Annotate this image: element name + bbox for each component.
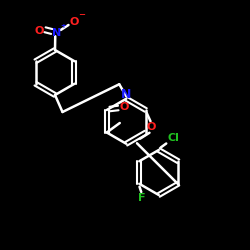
Text: +: + — [60, 23, 66, 29]
Text: −: − — [78, 10, 85, 20]
Text: F: F — [138, 193, 145, 203]
Text: Cl: Cl — [168, 133, 180, 143]
Text: O: O — [34, 26, 44, 36]
Text: O: O — [70, 17, 79, 27]
Text: N: N — [52, 28, 61, 38]
Text: N: N — [121, 88, 132, 101]
Text: O: O — [146, 122, 156, 132]
Text: O: O — [119, 102, 128, 113]
